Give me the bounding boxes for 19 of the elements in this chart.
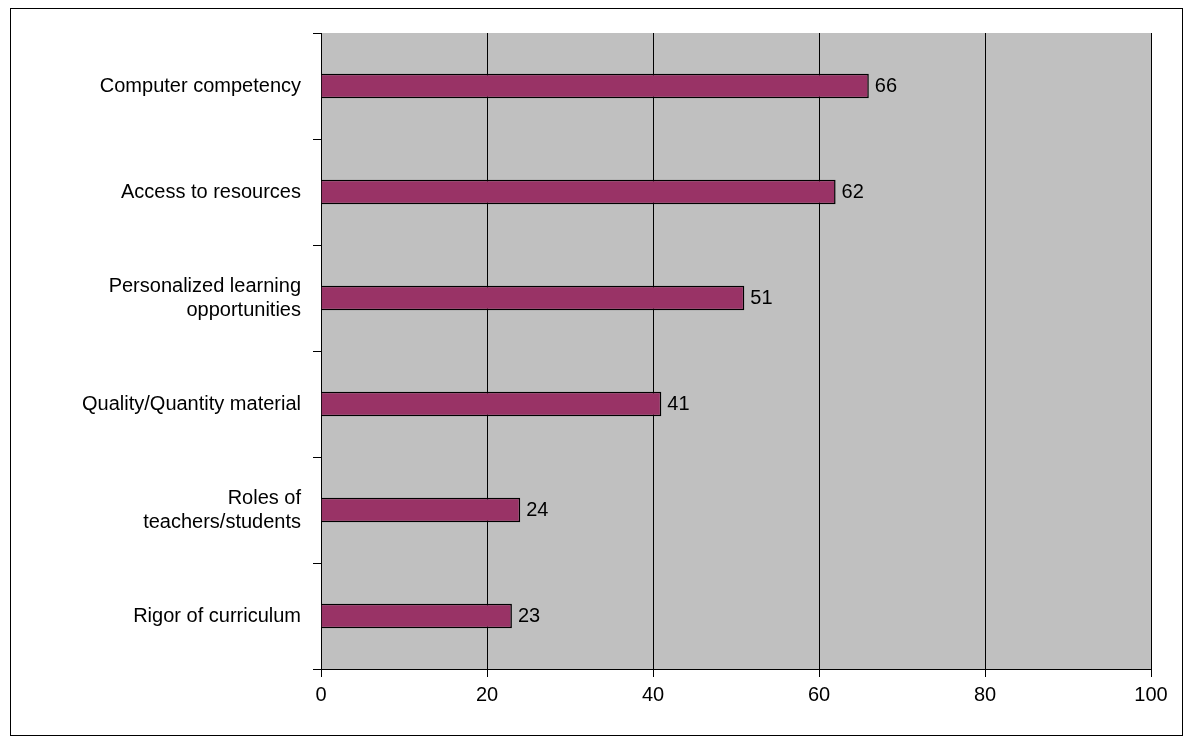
y-tick-label: Personalized learning opportunities (108, 273, 301, 320)
y-tick-label: Quality/Quantity material (82, 391, 301, 414)
x-tick-label: 0 (315, 682, 327, 705)
y-tick-label: Rigor of curriculum (133, 603, 301, 626)
x-tick-label: 80 (973, 682, 997, 705)
x-tick-label: 100 (1134, 682, 1168, 705)
data-label: 62 (841, 179, 864, 202)
y-tick-label: Computer competency (99, 73, 301, 96)
x-tick-label: 20 (475, 682, 499, 705)
y-tick-label: Access to resources (120, 179, 301, 202)
frame: 0 20 40 60 80 100 Computer competency Access to resources Personalized learning opportunities Quality/Quantity material Roles of teachers/students Rigor of curriculum 66 62 51 41 24 23 (10, 8, 1183, 736)
y-tick-label: Roles of teachers/students (143, 485, 302, 532)
x-tick-label: 40 (641, 682, 665, 705)
data-label: 23 (517, 603, 541, 626)
data-label: 51 (750, 285, 773, 308)
data-label: 41 (667, 391, 690, 414)
data-label: 66 (874, 73, 898, 96)
x-tick-label: 60 (807, 682, 831, 705)
data-label: 24 (526, 497, 549, 520)
